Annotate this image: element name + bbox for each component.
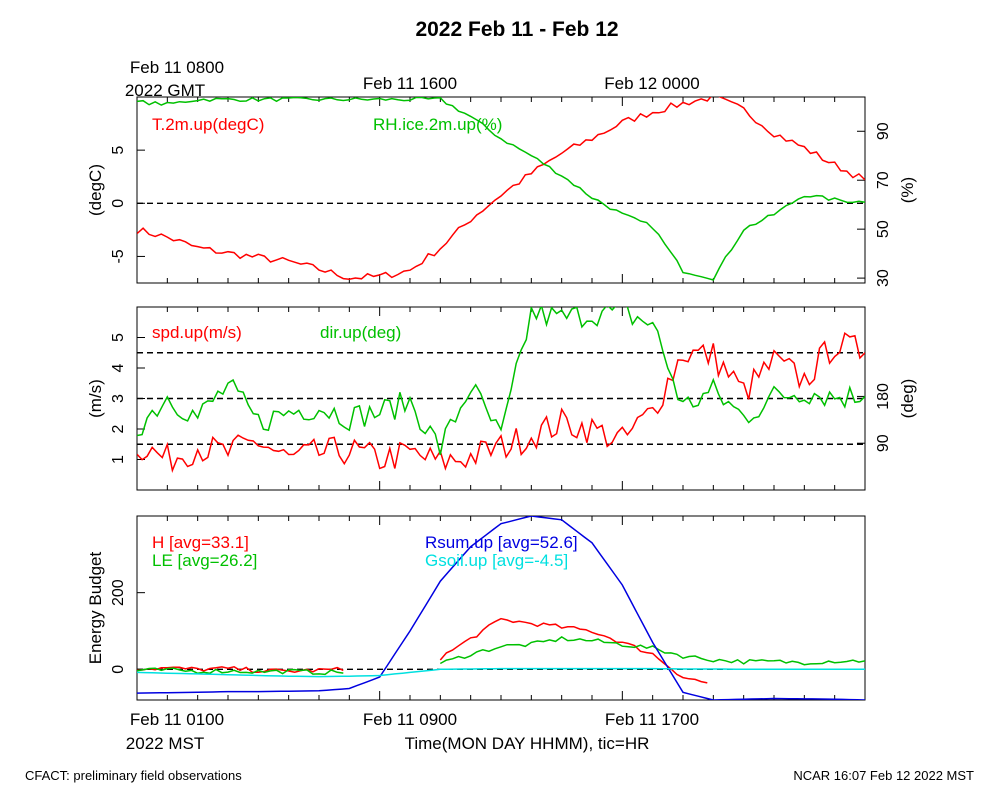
y-tick-label: 5 [110,146,127,155]
series-line [137,666,344,674]
top-time-label-0-line2: 2022 GMT [125,81,205,100]
x-axis-label: Time(MON DAY HHMM), tic=HR [405,734,650,753]
bottom-time-label-0-line2: 2022 MST [126,734,204,753]
top-time-label-1: Feb 11 1600 [363,74,457,93]
y-axis-label: (m/s) [86,379,105,418]
series-line [439,617,708,684]
y-tick-label: 1 [110,455,127,464]
series-line [439,635,865,666]
footer-right: NCAR 16:07 Feb 12 2022 MST [793,768,974,783]
y-axis-label-right: (deg) [898,379,917,419]
series-line [137,667,865,678]
y-tick-right-label: 50 [875,220,892,238]
series-line [137,97,865,281]
y-tick-label: 2 [110,424,127,433]
plot-area-2 [137,516,865,700]
y-tick-right-label: 180 [875,383,892,410]
bottom-time-label-2: Feb 11 1700 [605,710,699,729]
series-line [137,331,865,474]
chart-title: 2022 Feb 11 - Feb 12 [415,18,618,41]
plot-area-1 [137,307,865,474]
legend-entry: LE [avg=26.2] [152,551,257,570]
plot-area-0 [137,97,865,281]
y-tick-label: 3 [110,394,127,403]
y-tick-label: 0 [110,199,127,208]
series-line [137,516,865,700]
legend-entry: dir.up(deg) [320,323,401,342]
footer-left: CFACT: preliminary field observations [25,768,242,783]
y-tick-right-label: 30 [875,269,892,287]
y-tick-right-label: 70 [875,171,892,189]
y-axis-label: (degC) [86,164,105,216]
series-line [137,307,865,456]
legend-entry: T.2m.up(degC) [152,115,264,134]
series-line [137,667,344,676]
top-time-label-0-line1: Feb 11 0800 [130,58,224,77]
bottom-time-label-1: Feb 11 0900 [363,710,457,729]
top-time-label-2: Feb 12 0000 [604,74,699,93]
legend-entry: Rsum.up [avg=52.6] [425,533,578,552]
y-tick-label: 5 [110,333,127,342]
y-tick-right-label: 90 [875,434,892,452]
series-line [137,97,865,280]
y-tick-label: 0 [110,665,127,674]
legend-entry: Gsoil.up [avg=-4.5] [425,551,568,570]
bottom-time-label-0-line1: Feb 11 0100 [130,710,224,729]
y-axis-label-right: (%) [898,177,917,203]
y-tick-label: 200 [110,579,127,606]
y-tick-label: 4 [110,363,127,372]
legend-entry: H [avg=33.1] [152,533,249,552]
y-tick-label: -5 [110,249,127,263]
y-axis-label: Energy Budget [86,551,105,664]
legend-entry: RH.ice.2m.up(%) [373,115,502,134]
y-tick-right-label: 90 [875,122,892,140]
legend-entry: spd.up(m/s) [152,323,242,342]
